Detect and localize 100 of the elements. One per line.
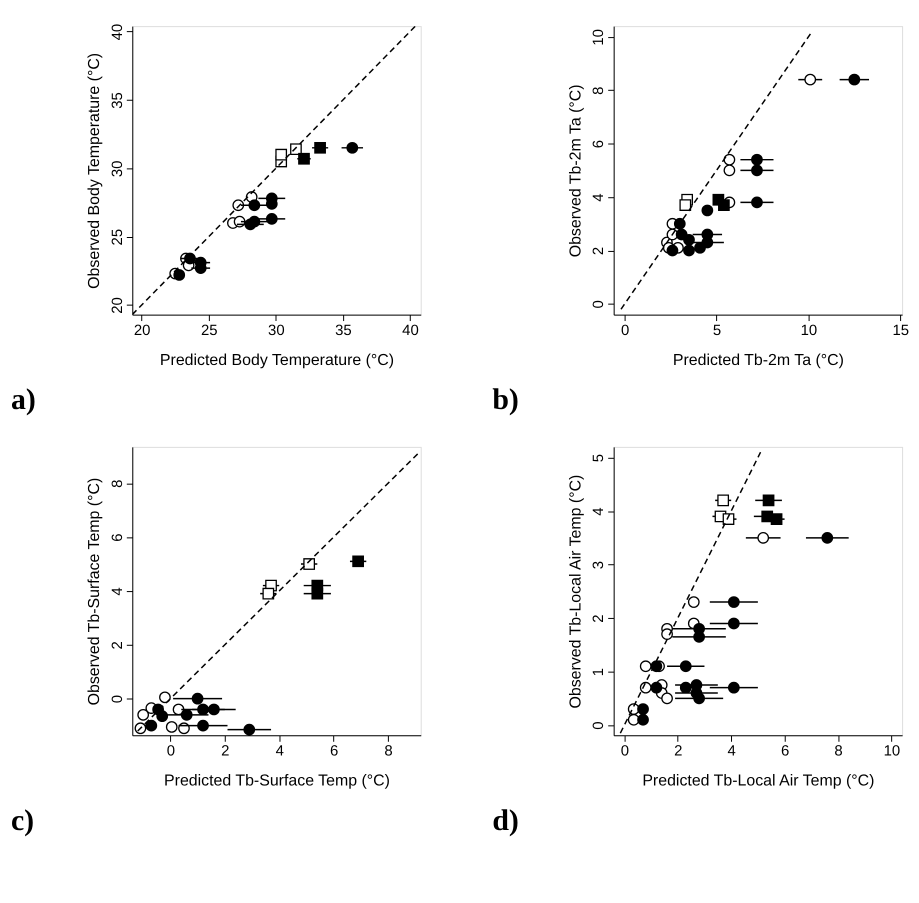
text: c) [10,804,34,837]
x-tick-label: 0 [166,744,176,760]
point [134,722,146,734]
y-tick-label: 3 [591,560,608,570]
y-tick-label: 40 [110,24,126,40]
point [266,213,278,225]
x-tick-label: 10 [884,744,900,760]
x-tick-label: 20 [134,322,150,339]
point [724,164,736,176]
point [680,660,692,672]
point [650,660,662,672]
point [751,164,763,176]
point [192,692,204,705]
point [770,513,782,525]
point [184,252,196,264]
y-tick-label: 1 [591,668,608,676]
x-tick-label: 5 [712,322,722,339]
point [159,691,171,704]
point [166,721,178,733]
point [152,704,164,716]
point [751,196,763,208]
point [701,204,714,216]
y-tick-label: 5 [591,454,608,462]
point [311,588,324,600]
y-tick-label: 25 [110,228,126,246]
x-tick-label: 15 [892,322,910,339]
y-tick-label: 2 [591,614,608,623]
point [650,682,662,694]
y-tick-label: 0 [591,721,608,730]
x-axis-title: Predicted Tb-2m Ta (°C) [672,352,844,369]
point [717,494,730,506]
point [728,618,740,630]
y-tick-label: 4 [591,507,608,516]
x-axis-title: Predicted Tb-Local Air Temp (°C) [642,772,874,790]
y-tick-label: 8 [591,86,608,95]
point [804,74,816,86]
x-tick-label: 10 [800,322,818,339]
point [197,720,209,732]
x-tick-label: 6 [330,744,338,760]
point [718,199,730,211]
x-tick-label: 30 [268,322,285,339]
x-tick-label: 4 [728,744,736,760]
point [762,494,774,506]
y-tick-label: 30 [110,160,126,178]
y-tick-label: 2 [110,641,126,650]
y-tick-label: 0 [110,695,126,704]
y-tick-label: 10 [591,29,608,46]
point [637,703,649,715]
y-tick-label: 4 [110,587,126,596]
point [262,588,274,600]
point [346,142,358,154]
point [208,704,220,716]
point [751,154,763,166]
point [197,704,209,716]
point [173,269,186,281]
point [248,216,260,228]
y-tick-label: 4 [591,193,608,202]
y-tick-label: 35 [110,92,126,109]
point [298,152,310,165]
point [137,708,150,721]
x-axis-title: Predicted Body Temperature (°C) [160,352,394,369]
x-tick-label: 0 [620,744,629,760]
x-tick-label: 40 [402,322,419,339]
y-axis-title: Observed Tb-2m Ta (°C) [567,84,584,258]
x-tick-label: 2 [221,744,230,760]
point [683,244,695,256]
point [666,244,678,256]
x-tick-label: 8 [384,744,393,760]
point [314,142,326,154]
x-tick-label: 0 [621,322,630,339]
point [640,660,652,672]
point [683,234,695,246]
x-tick-label: 2 [674,744,682,760]
y-axis-title: Observed Body Temperature (°C) [86,52,103,289]
x-tick-label: 25 [200,322,218,339]
y-tick-label: 8 [110,480,126,488]
point [688,596,700,608]
point [248,199,260,212]
point [757,532,770,544]
y-tick-label: 2 [591,246,608,256]
x-tick-label: 6 [780,744,790,760]
point [848,74,860,86]
text: d) [492,804,519,837]
point [352,555,364,568]
y-tick-label: 6 [110,533,126,542]
y-tick-label: 20 [110,297,126,314]
point [674,218,686,230]
point [145,720,158,732]
point [243,724,256,736]
point [728,596,740,608]
point [680,682,692,694]
point [821,532,834,544]
x-axis-title: Predicted Tb-Surface Temp (°C) [164,772,390,790]
y-axis-title: Observed Tb-Surface Temp (°C) [86,478,103,706]
y-axis-title: Observed Tb-Local Air Temp (°C) [567,474,584,709]
y-tick-label: 6 [591,140,608,148]
y-tick-label: 0 [591,300,608,309]
point [180,708,193,721]
text: b) [492,383,519,416]
point [693,692,705,704]
